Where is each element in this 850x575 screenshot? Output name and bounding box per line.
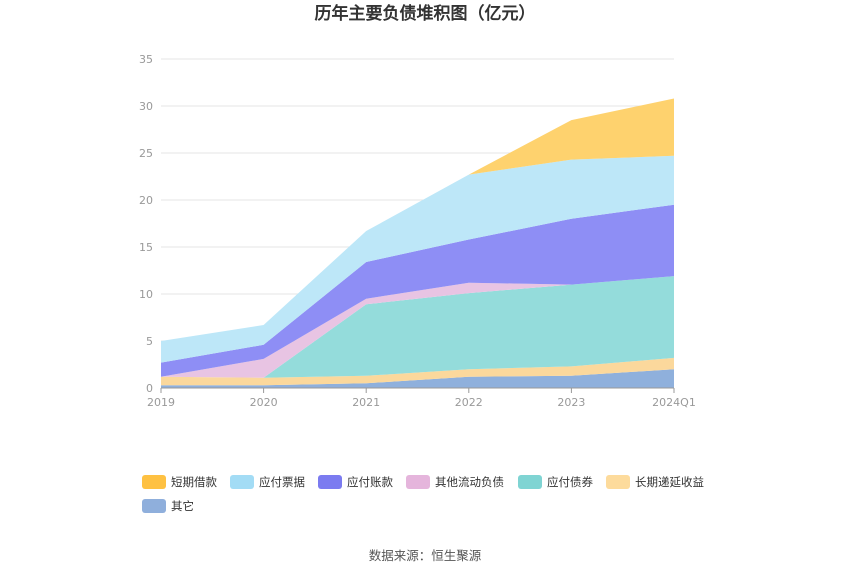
legend-label: 其它 (171, 499, 194, 513)
area-2 (161, 357, 674, 386)
y-tick-label: 30 (139, 100, 153, 113)
legend-item[interactable]: 其它 (142, 499, 194, 513)
area-7 (161, 98, 674, 341)
legend-label: 长期递延收益 (635, 475, 704, 489)
x-tick-label: 2019 (147, 396, 175, 409)
y-tick-label: 5 (146, 335, 153, 348)
area-4 (161, 276, 674, 378)
y-tick-label: 0 (146, 382, 153, 395)
y-tick-label: 20 (139, 194, 153, 207)
legend-item[interactable]: 应付债券 (518, 475, 593, 489)
axes: 0 5 10 15 20 25 30 35 2019 2020 2021 2022 2023 2024Q1 (139, 53, 696, 409)
chart-title: 历年主要负债堆积图（亿元） (315, 3, 536, 24)
legend-label: 短期借款 (171, 475, 217, 489)
legend-item[interactable]: 其他流动负债 (406, 475, 504, 489)
legend-item[interactable]: 短期借款 (142, 475, 217, 489)
x-tick-label: 2022 (455, 396, 483, 409)
legend-item[interactable]: 应付账款 (318, 475, 393, 489)
area-1 (161, 369, 674, 388)
y-tick-label: 25 (139, 147, 153, 160)
legend-item[interactable]: 长期递延收益 (606, 475, 704, 489)
area-5 (161, 204, 674, 377)
y-tick-label: 35 (139, 53, 153, 66)
x-tick-label: 2021 (352, 396, 380, 409)
legend-item[interactable]: 应付票据 (230, 475, 305, 489)
legend-swatch (606, 475, 630, 489)
area-3 (161, 276, 674, 378)
legend-label: 应付账款 (347, 475, 393, 489)
area-6 (161, 155, 674, 363)
legend-label: 其他流动负债 (435, 475, 504, 489)
legend-label: 应付票据 (259, 475, 305, 489)
x-tick-label: 2024Q1 (652, 396, 696, 409)
legend-swatch (318, 475, 342, 489)
y-tick-label: 15 (139, 241, 153, 254)
y-tick-label: 10 (139, 288, 153, 301)
legend-swatch (142, 499, 166, 513)
x-tick-label: 2020 (250, 396, 278, 409)
legend-swatch (518, 475, 542, 489)
legend-label: 应付债券 (547, 475, 593, 489)
legend-swatch (142, 475, 166, 489)
area-series (161, 98, 674, 388)
x-tick-label: 2023 (557, 396, 585, 409)
legend-swatch (230, 475, 254, 489)
legend-swatch (406, 475, 430, 489)
data-source: 数据来源：恒生聚源 (369, 548, 482, 563)
